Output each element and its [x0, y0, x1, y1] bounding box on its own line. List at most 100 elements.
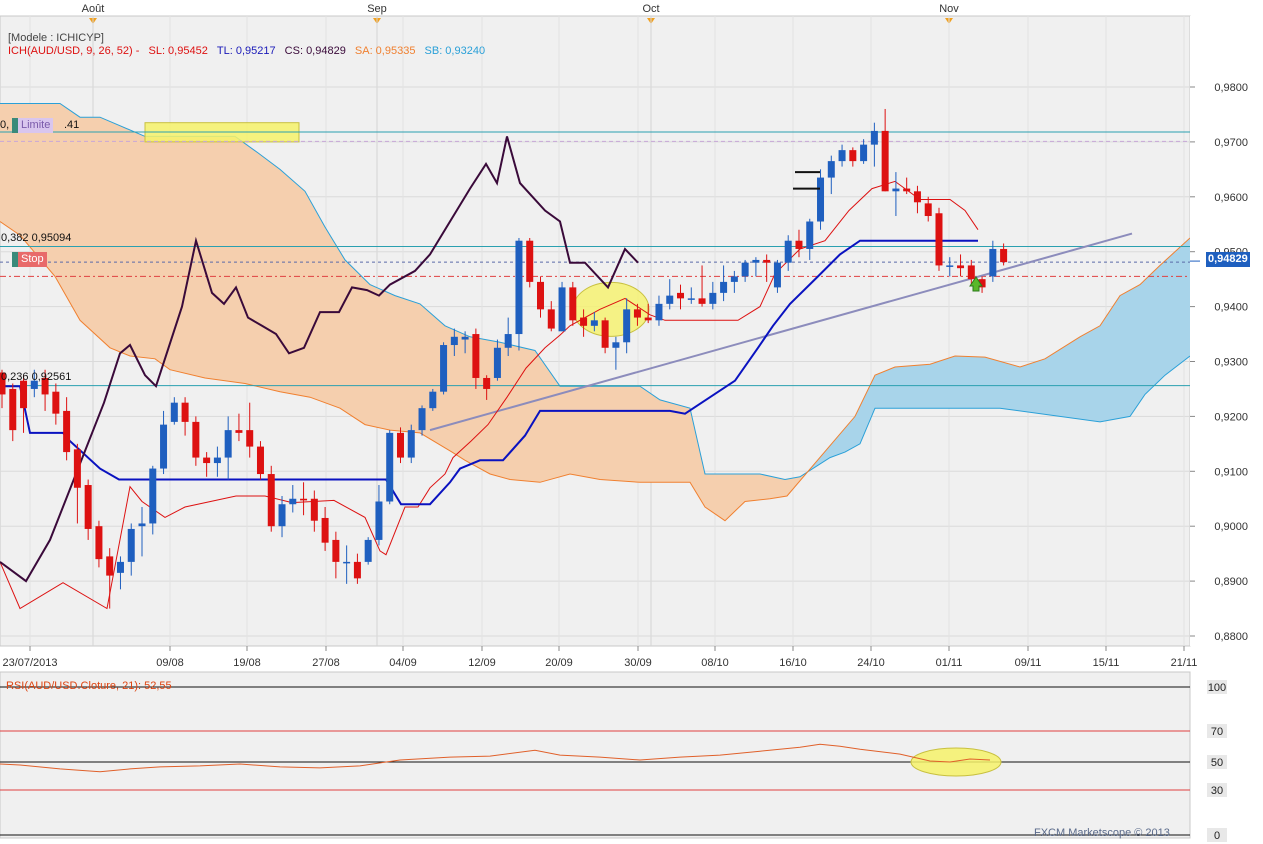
price-tick-label: 0,9600	[1214, 192, 1248, 204]
candle-body	[483, 377, 491, 389]
candle-body	[881, 130, 889, 192]
limit-order-badge[interactable]: Limite	[12, 118, 54, 133]
sb-label: SB: 0,93240	[424, 45, 486, 57]
candle-body	[396, 432, 404, 458]
candle-body	[160, 424, 168, 469]
month-label: Sep	[367, 3, 387, 15]
candle-body	[256, 446, 264, 475]
candle-body	[321, 517, 329, 543]
price-tick-label: 0,9200	[1214, 411, 1248, 423]
candle-body	[720, 281, 728, 293]
candle-body	[709, 292, 717, 304]
candle-body	[170, 402, 178, 422]
candle-body	[375, 501, 383, 540]
candle-body	[580, 317, 588, 326]
candle-body	[461, 336, 469, 340]
candle-body	[752, 259, 760, 263]
candle-body	[957, 265, 965, 269]
candle-body	[30, 380, 38, 389]
candle-body	[440, 345, 448, 392]
candle-body	[526, 240, 534, 282]
candle-body	[946, 265, 954, 267]
candle-body	[687, 298, 695, 300]
date-tick-label: 12/09	[468, 657, 496, 669]
candle-body	[504, 334, 512, 348]
candle-body	[310, 498, 318, 521]
candle-body	[838, 150, 846, 162]
candle-body	[116, 561, 124, 573]
candle-body	[493, 347, 501, 378]
candle-body	[773, 262, 781, 288]
candle-body	[698, 298, 706, 304]
candle-body	[978, 279, 986, 288]
candle-body	[95, 526, 103, 560]
cs-label: CS: 0,94829	[284, 45, 346, 57]
price-tick-label: 0,9800	[1214, 82, 1248, 94]
candle-body	[52, 391, 60, 414]
candle-body	[9, 388, 17, 431]
candle-body	[827, 161, 835, 178]
candle-body	[655, 303, 663, 321]
candle-body	[903, 188, 911, 192]
candle-body	[644, 317, 652, 321]
sa-label: SA: 0,95335	[354, 45, 416, 57]
candle-body	[763, 259, 771, 263]
candle-body	[784, 240, 792, 263]
rsi-level-tag	[1207, 828, 1227, 842]
stop-order-badge[interactable]: Stop	[12, 252, 47, 267]
candle-body	[817, 177, 825, 222]
candle-body	[569, 287, 577, 321]
candle-body	[127, 528, 135, 562]
candle-body	[1000, 248, 1008, 263]
rsi-label: RSI(AUD/USD.Cloture, 21): 52,55	[6, 680, 172, 692]
candle-body	[935, 213, 943, 266]
tl-label: TL: 0,95217	[216, 45, 276, 57]
candle-body	[967, 265, 975, 280]
date-tick-label: 27/08	[312, 657, 340, 669]
rsi-level-label: 30	[1211, 785, 1223, 797]
fib-382-label: 0,382 0,95094	[1, 232, 72, 244]
date-tick-label: 20/09	[545, 657, 573, 669]
date-tick-label: 23/07/2013	[2, 657, 57, 669]
candle-body	[547, 309, 555, 329]
candle-body	[623, 309, 631, 343]
bullish-cloud	[808, 238, 1190, 472]
candle-body	[149, 468, 157, 524]
price-content	[0, 103, 1190, 610]
date-tick-label: 09/11	[1015, 657, 1042, 669]
fib-236-label: 0,236 0,92561	[1, 371, 72, 383]
candle-body	[860, 144, 868, 162]
candle-body	[849, 150, 857, 162]
candle-body	[429, 391, 437, 409]
tenkan-sen-line	[0, 180, 979, 610]
candle-body	[343, 561, 351, 564]
month-label: Août	[82, 3, 105, 15]
price-tick-label: 0,9700	[1214, 137, 1248, 149]
date-tick-label: 15/11	[1093, 657, 1120, 669]
candle-body	[267, 474, 275, 527]
date-tick-label: 08/10	[701, 657, 729, 669]
rsi-level-tag	[1207, 783, 1227, 797]
rsi-line	[0, 743, 991, 773]
rsi-level-label: 50	[1211, 757, 1223, 769]
candle-body	[450, 336, 458, 346]
price-tick-label: 0,9100	[1214, 466, 1248, 478]
candle-body	[558, 287, 566, 332]
limit-suffix: .41	[64, 119, 80, 131]
candle-body	[192, 421, 200, 458]
limit-prefix: 0,	[0, 119, 10, 131]
candle-body	[289, 498, 297, 505]
candle-body	[20, 380, 28, 409]
candle-body	[332, 539, 340, 562]
candle-body	[235, 430, 243, 433]
date-tick-label: 16/10	[779, 657, 807, 669]
sl-label: SL: 0,95452	[148, 45, 208, 57]
model-label: [Modele : ICHICYP]	[8, 32, 104, 44]
candle-body	[741, 262, 749, 277]
ichimoku-legend: ICH(AUD/USD, 9, 26, 52) - SL: 0,95452 TL…	[8, 45, 485, 57]
price-tick-label: 0,9400	[1214, 302, 1248, 314]
candle-body	[213, 457, 221, 464]
date-tick-label: 24/10	[857, 657, 885, 669]
